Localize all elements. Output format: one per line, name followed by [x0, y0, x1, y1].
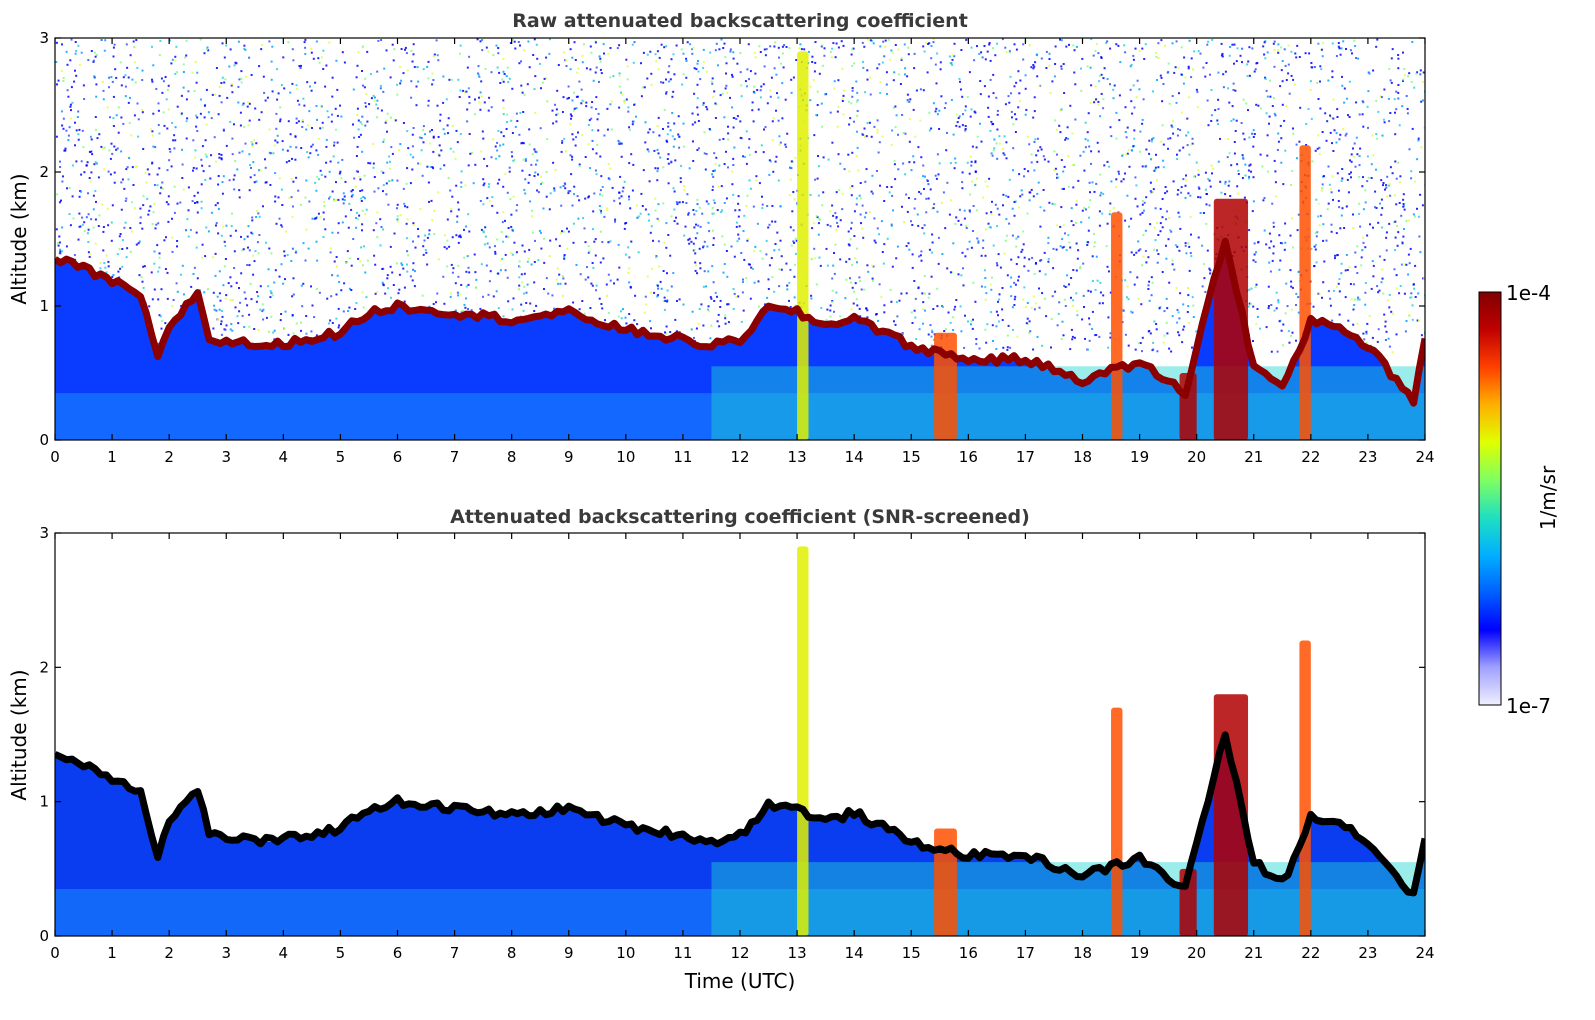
backscatter-plume: [1111, 212, 1123, 440]
y-tick-label: 0: [39, 431, 49, 449]
x-tick-label: 8: [507, 944, 517, 962]
boundary-layer-top-line: [55, 731, 1425, 897]
x-tick-label: 9: [564, 448, 574, 466]
x-tick-label: 23: [1358, 944, 1377, 962]
x-tick-label: 7: [450, 944, 460, 962]
raw-x-ticks: 0 1 2 3 4 5 6 7 8 9 10 11 12 13 14 15 16 17 18 19 20 21 22 23 24: [50, 38, 1435, 466]
raw-panel-title: Raw attenuated backscattering coefficien…: [512, 10, 968, 32]
backscatter-plume: [797, 51, 809, 440]
colorbar-unit-label: 1/m/sr: [1536, 465, 1560, 530]
y-tick-label: 2: [39, 163, 49, 181]
backscatter-plume: [934, 828, 957, 936]
x-tick-label: 21: [1244, 448, 1263, 466]
x-tick-label: 10: [616, 448, 635, 466]
backscatter-plume: [1111, 707, 1123, 936]
x-tick-label: 4: [279, 448, 289, 466]
y-tick-label: 2: [39, 658, 49, 676]
boundary-layer-region: [55, 734, 1425, 936]
y-tick-label: 1: [39, 297, 49, 315]
x-tick-label: 11: [673, 944, 692, 962]
x-tick-label: 23: [1358, 448, 1377, 466]
x-tick-label: 7: [450, 448, 460, 466]
colorbar: 1e-4 1e-7 1/m/sr: [1478, 281, 1560, 718]
y-tick-label: 0: [39, 927, 49, 945]
backscatter-plume: [934, 332, 957, 440]
x-tick-label: 22: [1301, 944, 1320, 962]
raw-y-ticks: 0 1 2 3: [39, 29, 1425, 449]
x-tick-label: 1: [107, 944, 117, 962]
backscatter-plume: [1299, 145, 1311, 440]
x-tick-label: 20: [1187, 448, 1206, 466]
x-tick-label: 19: [1130, 944, 1149, 962]
screened-x-ticks: 0 1 2 3 4 5 6 7 8 9 10 11 12 13 14 15 16 17 18 19 20 21 22 23 24: [50, 533, 1435, 962]
colorbar-max-label: 1e-4: [1506, 281, 1551, 305]
x-tick-label: 18: [1073, 944, 1092, 962]
x-tick-label: 0: [50, 448, 60, 466]
x-tick-label: 2: [164, 448, 174, 466]
screened-heatmap-area: [55, 546, 1425, 936]
x-tick-label: 13: [788, 448, 807, 466]
x-tick-label: 22: [1301, 448, 1320, 466]
x-tick-label: 1: [107, 448, 117, 466]
y-tick-label: 3: [39, 29, 49, 47]
x-tick-label: 3: [221, 944, 231, 962]
colorbar-gradient: [1478, 291, 1502, 706]
x-tick-label: 11: [673, 448, 692, 466]
x-tick-label: 24: [1415, 448, 1434, 466]
x-tick-label: 10: [616, 944, 635, 962]
y-tick-label: 3: [39, 524, 49, 542]
x-tick-label: 21: [1244, 944, 1263, 962]
x-tick-label: 16: [959, 944, 978, 962]
x-tick-label: 3: [221, 448, 231, 466]
x-tick-label: 17: [1016, 448, 1035, 466]
x-tick-label: 17: [1016, 944, 1035, 962]
x-tick-label: 16: [959, 448, 978, 466]
x-tick-label: 18: [1073, 448, 1092, 466]
screened-backscatter-panel: Attenuated backscattering coefficient (S…: [7, 506, 1435, 993]
colorbar-min-label: 1e-7: [1506, 694, 1551, 718]
x-tick-label: 0: [50, 944, 60, 962]
x-tick-label: 12: [730, 448, 749, 466]
x-tick-label: 13: [788, 944, 807, 962]
x-tick-label: 5: [336, 448, 346, 466]
x-tick-label: 5: [336, 944, 346, 962]
x-tick-label: 9: [564, 944, 574, 962]
x-tick-label: 2: [164, 944, 174, 962]
screened-y-ticks: 0 1 2 3: [39, 524, 1425, 945]
x-axis-label: Time (UTC): [684, 969, 796, 993]
boundary-layer-top-line: [55, 237, 1425, 407]
raw-backscatter-panel: Raw attenuated backscattering coefficien…: [7, 10, 1435, 466]
x-tick-label: 24: [1415, 944, 1434, 962]
screened-y-axis-label: Altitude (km): [7, 669, 31, 800]
y-tick-label: 1: [39, 793, 49, 811]
x-tick-label: 20: [1187, 944, 1206, 962]
backscatter-plume: [1299, 640, 1311, 936]
x-tick-label: 6: [393, 448, 403, 466]
x-tick-label: 15: [902, 944, 921, 962]
x-tick-label: 12: [730, 944, 749, 962]
x-tick-label: 4: [279, 944, 289, 962]
backscatter-plume: [797, 546, 809, 936]
x-tick-label: 8: [507, 448, 517, 466]
x-tick-label: 14: [845, 448, 864, 466]
x-tick-label: 6: [393, 944, 403, 962]
x-tick-label: 14: [845, 944, 864, 962]
raw-y-axis-label: Altitude (km): [7, 173, 31, 304]
x-tick-label: 15: [902, 448, 921, 466]
screened-panel-title: Attenuated backscattering coefficient (S…: [450, 506, 1030, 528]
x-tick-label: 19: [1130, 448, 1149, 466]
raw-heatmap-area: [55, 38, 1425, 440]
